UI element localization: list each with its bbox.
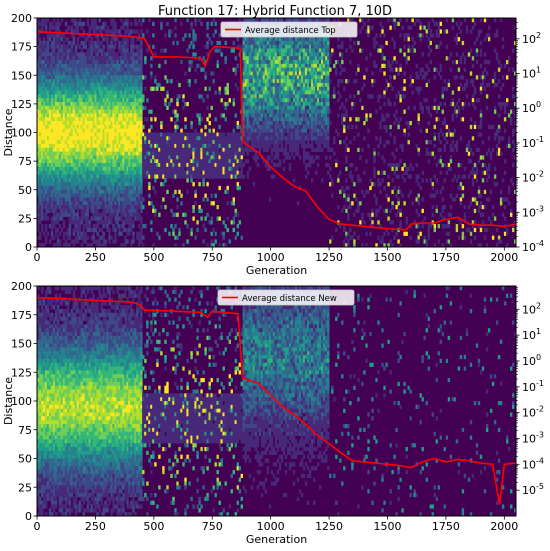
x-tick-label: 1000: [257, 251, 285, 264]
y-tick-label: 200: [11, 280, 32, 293]
x-tick-label: 0: [34, 520, 41, 533]
panel-bottom: 0 250 500 750 1000 1250 1500 1750 2000 0 25 50 75 100…: [2, 280, 544, 546]
y2-tick-label: 102: [522, 31, 541, 46]
y-tick-label: 175: [11, 309, 32, 322]
legend-label: Average distance Top: [245, 26, 336, 36]
y2-tick-label: 10-1: [522, 135, 544, 150]
y2-tick-label: 101: [522, 66, 541, 81]
y-tick-label: 200: [11, 12, 32, 25]
x-axis-label: Generation: [246, 264, 307, 277]
x-tick-label: 0: [34, 251, 41, 264]
x-tick-label: 1500: [373, 520, 401, 533]
y2-tick-label: 10-4: [522, 239, 544, 254]
y-axis-label: Distance: [2, 108, 15, 156]
heatmap: [37, 18, 516, 247]
x-tick-label: 1250: [315, 251, 343, 264]
y-tick-label: 150: [11, 338, 32, 351]
y2-tick-label: 10-4: [522, 456, 544, 471]
x-tick-label: 500: [143, 520, 164, 533]
y2-tick-label: 10-3: [522, 204, 544, 219]
x-tick-label: 1750: [432, 520, 460, 533]
y-tick-label: 150: [11, 69, 32, 82]
figure-title: Function 17: Hybrid Function 7, 10D: [158, 4, 392, 19]
x-tick-label: 1500: [373, 251, 401, 264]
y-axis-label: Distance: [2, 377, 15, 425]
y2-tick-label: 10-1: [522, 379, 544, 394]
x-tick-label: 250: [85, 520, 106, 533]
y-tick-label: 0: [25, 241, 32, 254]
panel-top: 0 250 500 750 1000 1250 1500 1750 2000 0 25 50 75 100…: [2, 12, 544, 277]
y-tick-label: 175: [11, 41, 32, 54]
y-tick-label: 25: [18, 481, 32, 494]
x-tick-label: 250: [85, 251, 106, 264]
x-tick-label: 750: [202, 251, 223, 264]
y2-tick-label: 100: [522, 353, 541, 368]
legend: Average distance Top: [221, 22, 357, 37]
x-tick-label: 1000: [257, 520, 285, 533]
x-tick-label: 2000: [490, 251, 518, 264]
y-tick-label: 0: [25, 510, 32, 523]
y2-tick-label: 10-5: [522, 482, 544, 497]
x-tick-label: 1750: [432, 251, 460, 264]
y2-tick-label: 10-2: [522, 405, 544, 420]
y2-tick-label: 102: [522, 301, 541, 316]
x-tick-label: 750: [202, 520, 223, 533]
y-tick-label: 25: [18, 212, 32, 225]
legend-label: Average distance New: [242, 294, 337, 304]
x-tick-label: 2000: [490, 520, 518, 533]
y-tick-label: 75: [18, 155, 32, 168]
x-tick-label: 1250: [315, 520, 343, 533]
legend: Average distance New: [218, 290, 354, 305]
y-tick-label: 50: [18, 453, 32, 466]
x-tick-label: 500: [143, 251, 164, 264]
y2-tick-label: 10-3: [522, 430, 544, 445]
y2-tick-label: 100: [522, 100, 541, 115]
y-tick-label: 75: [18, 424, 32, 437]
y2-tick-label: 101: [522, 327, 541, 342]
x-axis-label: Generation: [246, 533, 307, 546]
y2-tick-label: 10-2: [522, 170, 544, 185]
y-tick-label: 50: [18, 184, 32, 197]
